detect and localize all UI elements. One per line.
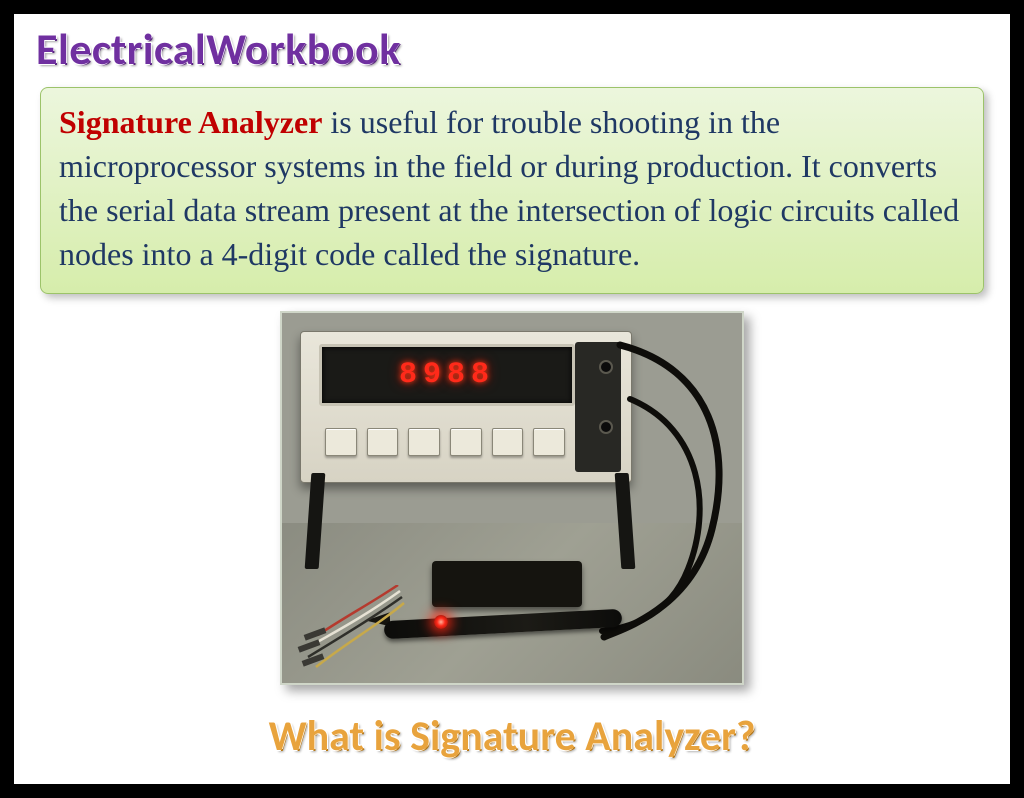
- test-lead-wires: [288, 585, 408, 675]
- signature-analyzer-instrument: 8988: [300, 331, 632, 483]
- instrument-button: [367, 428, 399, 456]
- probe-led-icon: [434, 615, 448, 629]
- definition-lead: Signature Analyzer: [59, 104, 322, 140]
- bnc-jack: [599, 420, 613, 434]
- bnc-jack: [599, 360, 613, 374]
- device-photo: 8988: [280, 311, 744, 685]
- instrument-button: [325, 428, 357, 456]
- instrument-button-row: [325, 428, 565, 456]
- instrument-button: [533, 428, 565, 456]
- led-display-panel: 8988: [319, 344, 575, 406]
- instrument-side-panel: [575, 342, 621, 472]
- led-readout: 8988: [399, 358, 495, 392]
- brand-title: ElectricalWorkbook: [36, 22, 401, 76]
- definition-box: Signature Analyzer is useful for trouble…: [40, 87, 984, 294]
- instrument-button: [450, 428, 482, 456]
- instrument-button: [408, 428, 440, 456]
- data-pod: [432, 561, 582, 607]
- instrument-button: [492, 428, 524, 456]
- slide-frame: ElectricalWorkbook Signature Analyzer is…: [0, 0, 1024, 798]
- question-title: What is Signature Analyzer?: [14, 711, 1010, 762]
